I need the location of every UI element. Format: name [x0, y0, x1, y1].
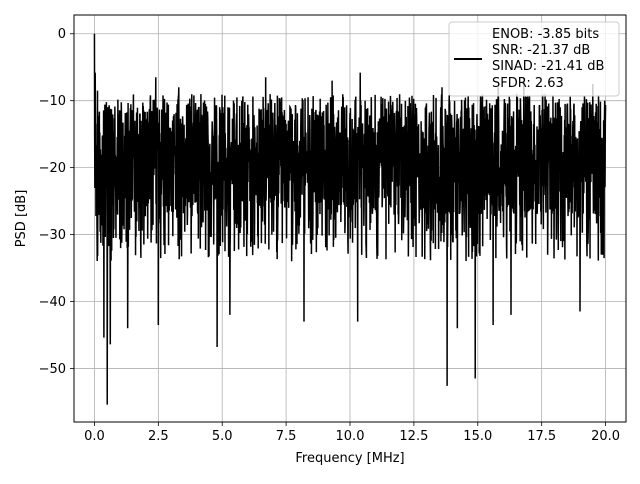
y-tick-label: −10: [39, 94, 66, 109]
legend-sinad: SINAD: -21.41 dB: [492, 59, 604, 74]
y-axis-ticks: 0 −10 −20 −30 −40 −50: [39, 27, 74, 377]
legend-box: [448, 21, 620, 97]
legend: ENOB: -3.85 bits SNR: -21.37 dB SINAD: -…: [448, 21, 620, 97]
spectrum-plot-area: [93, 33, 607, 405]
legend-enob: ENOB: -3.85 bits: [492, 27, 599, 42]
x-tick-label: 2.5: [148, 429, 169, 444]
x-tick-label: 7.5: [276, 429, 297, 444]
psd-series-line: [93, 33, 607, 405]
x-tick-label: 17.5: [527, 429, 556, 444]
x-tick-label: 10.0: [336, 429, 365, 444]
x-tick-label: 20.0: [591, 429, 620, 444]
y-tick-label: −30: [39, 228, 66, 243]
y-tick-label: −20: [39, 161, 66, 176]
x-tick-label: 0.0: [84, 429, 105, 444]
legend-sfdr: SFDR: 2.63: [492, 76, 564, 91]
y-tick-label: −40: [39, 295, 66, 310]
x-tick-label: 5.0: [212, 429, 233, 444]
x-axis-label: Frequency [MHz]: [295, 451, 404, 466]
x-tick-label: 12.5: [399, 429, 428, 444]
y-tick-label: −50: [39, 362, 66, 377]
y-axis-label: PSD [dB]: [14, 190, 29, 248]
legend-snr: SNR: -21.37 dB: [492, 43, 590, 58]
x-tick-label: 15.0: [463, 429, 492, 444]
y-tick-label: 0: [58, 27, 66, 42]
x-axis-ticks: 0.0 2.5 5.0 7.5 10.0 12.5 15.0 17.5 20.0: [84, 422, 620, 444]
